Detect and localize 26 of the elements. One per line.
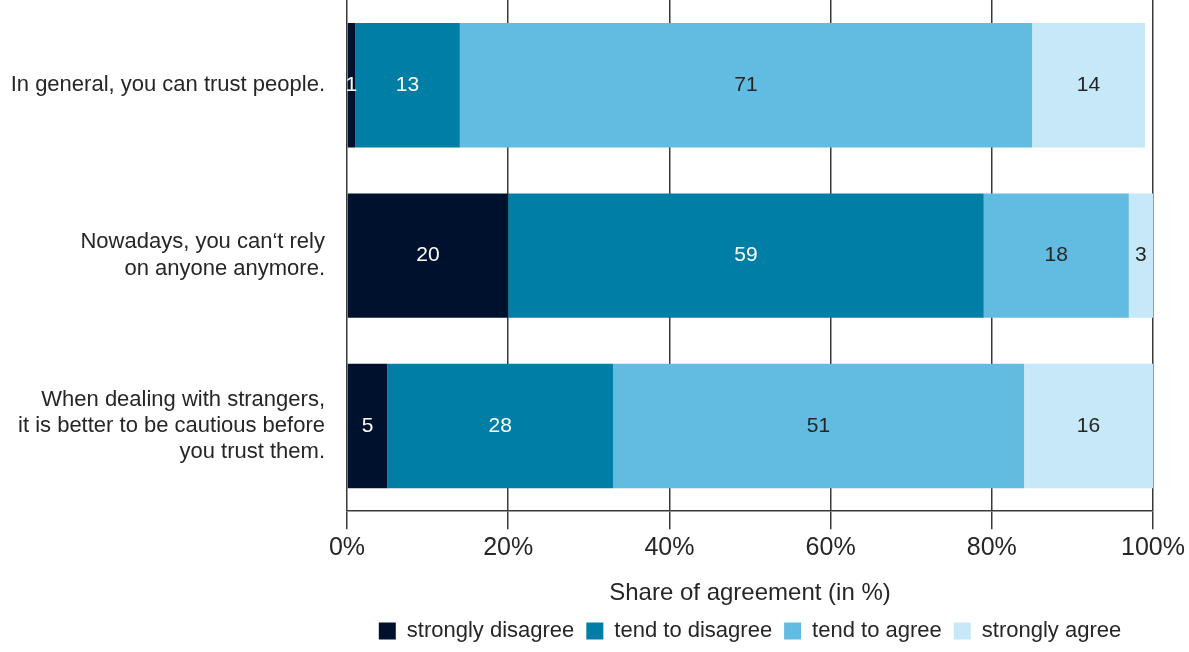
data-label: 18 bbox=[1044, 242, 1068, 266]
legend-label: strongly disagree bbox=[406, 617, 575, 643]
data-label: 51 bbox=[806, 412, 831, 436]
data-label: 13 bbox=[395, 72, 420, 95]
data-label: 14 bbox=[1076, 72, 1101, 95]
x-tick-label: 0% bbox=[328, 532, 366, 561]
x-tick-label: 100% bbox=[1121, 532, 1185, 561]
data-label: 59 bbox=[734, 242, 758, 266]
x-tick-label: 60% bbox=[805, 532, 856, 561]
legend-label: tend to agree bbox=[812, 617, 942, 643]
data-label: 20 bbox=[416, 242, 440, 266]
x-tick-label: 80% bbox=[966, 532, 1017, 561]
legend-label: tend to disagree bbox=[614, 617, 773, 643]
x-tick-label: 20% bbox=[483, 532, 534, 561]
data-label: 71 bbox=[734, 72, 758, 95]
data-label: 28 bbox=[488, 412, 512, 436]
y-tick-label: When dealing with strangers, it is better to be cautious before you trust them. bbox=[18, 385, 325, 464]
legend-label: strongly agree bbox=[981, 617, 1122, 643]
data-label: 3 bbox=[1135, 242, 1147, 266]
x-tick-label: 40% bbox=[644, 532, 695, 561]
y-tick-label: Nowadays, you can‘t rely on anyone anymore. bbox=[80, 228, 325, 280]
data-label: 5 bbox=[361, 412, 374, 436]
y-tick-label: In general, you can trust people. bbox=[10, 71, 325, 97]
data-label: 16 bbox=[1076, 412, 1101, 436]
data-label: 1 bbox=[345, 72, 358, 95]
x-axis-title: Share of agreement (in %) bbox=[609, 578, 891, 606]
